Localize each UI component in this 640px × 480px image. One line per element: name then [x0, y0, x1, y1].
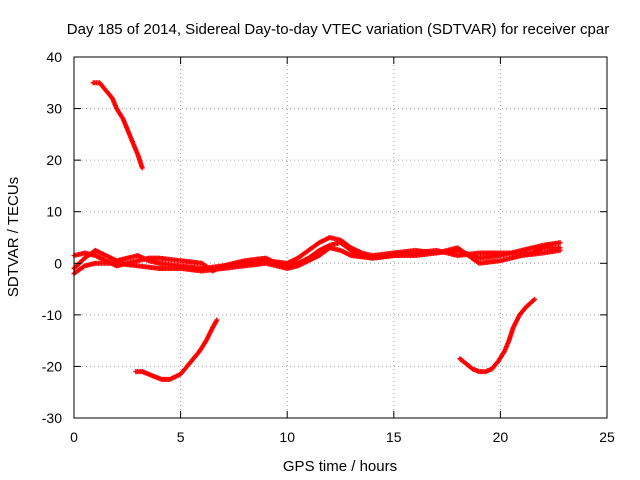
data-point [214, 317, 220, 323]
chart-title: Day 185 of 2014, Sidereal Day-to-day VTE… [67, 21, 609, 38]
y-tick-label: 20 [46, 152, 62, 168]
axis-ticks [73, 56, 608, 419]
data-point [139, 165, 145, 171]
y-tick-label: 10 [46, 204, 62, 220]
series-arc-low-late [457, 296, 538, 375]
series-arc-high-early [90, 80, 145, 171]
x-tick-label: 20 [493, 429, 509, 445]
data-point [557, 247, 563, 253]
y-tick-label: 0 [54, 255, 62, 271]
series-arc-low-early [133, 317, 220, 382]
y-tick-label: -30 [42, 410, 62, 426]
x-tick-label: 0 [70, 429, 78, 445]
y-tick-label: 40 [46, 49, 62, 65]
y-tick-label: 30 [46, 101, 62, 117]
x-tick-label: 10 [279, 429, 295, 445]
plot-frame [73, 56, 608, 419]
x-tick-label: 15 [386, 429, 402, 445]
data-point [532, 296, 538, 302]
data-point [557, 240, 563, 246]
y-tick-label: -20 [42, 358, 62, 374]
tick-labels: 0 5 10 15 20 25 -30 -20 -10 0 10 20 30 40 [42, 49, 615, 445]
y-tick-label: -10 [42, 307, 62, 323]
x-axis-label: GPS time / hours [283, 458, 397, 475]
y-axis-label: SDTVAR / TECUs [5, 177, 22, 297]
x-tick-label: 25 [599, 429, 615, 445]
x-tick-label: 5 [177, 429, 185, 445]
data-series [71, 80, 563, 382]
